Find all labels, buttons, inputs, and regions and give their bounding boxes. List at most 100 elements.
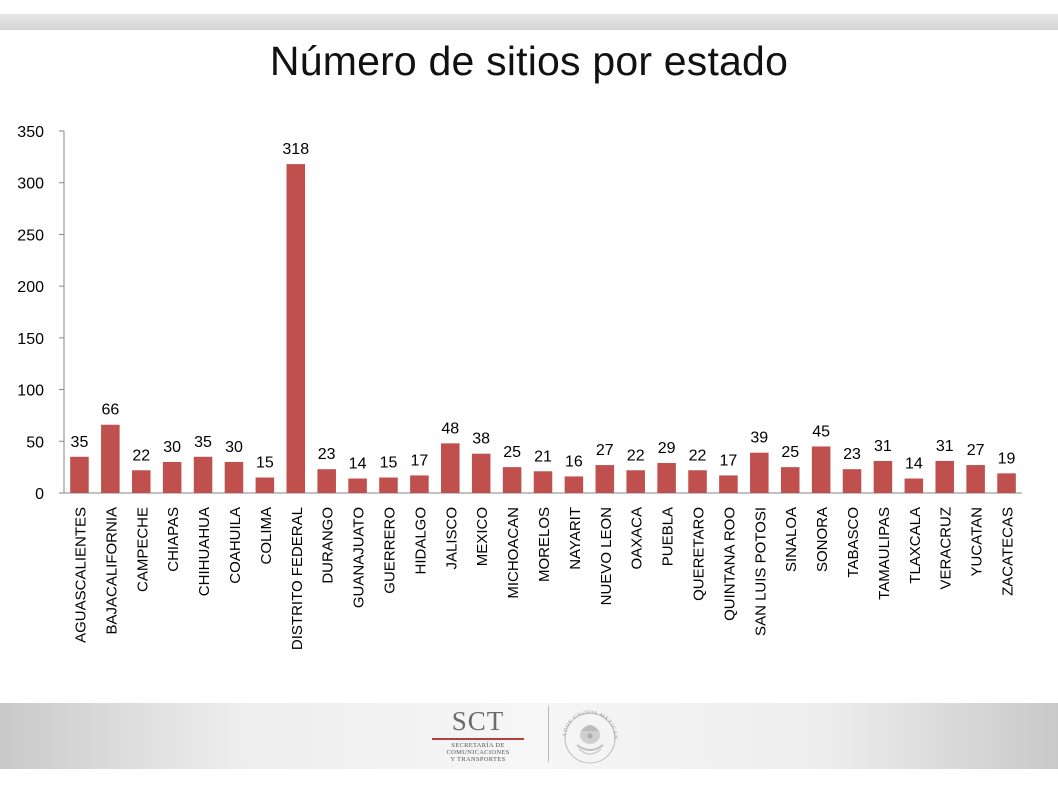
x-category-label: CHIAPAS: [165, 507, 182, 572]
x-category-label: SAN LUIS POTOSI: [752, 507, 769, 636]
bar-value-label: 22: [689, 447, 707, 464]
bar: [286, 164, 306, 493]
bar-value-label: 318: [282, 141, 309, 158]
y-tick-label: 250: [17, 227, 44, 244]
bar-value-label: 16: [565, 453, 583, 470]
x-category-label: NUEVO LEON: [598, 507, 615, 605]
x-category-label: DISTRITO FEDERAL: [289, 507, 306, 650]
top-accent-bar: [0, 14, 1058, 30]
bar: [193, 456, 213, 493]
bar-value-label: 31: [874, 438, 892, 455]
x-category-label: GUANAJUATO: [351, 507, 368, 608]
bar-value-label: 22: [627, 447, 645, 464]
bar-value-label: 14: [905, 456, 923, 473]
bar: [162, 461, 182, 493]
sct-logo-line-3: Y TRANSPORTES: [450, 756, 506, 763]
bar: [224, 461, 244, 493]
sct-logo-rule: [432, 738, 524, 740]
bar: [317, 469, 336, 493]
bar: [750, 452, 769, 493]
bar-value-label: 45: [812, 423, 830, 440]
bar: [966, 465, 985, 493]
bar: [935, 460, 955, 493]
bar: [842, 469, 862, 493]
bar: [348, 478, 367, 493]
bar-value-label: 30: [225, 439, 243, 456]
bar-value-label: 17: [720, 452, 738, 469]
bar: [131, 470, 151, 493]
x-category-label: QUERETARO: [691, 507, 708, 601]
y-tick-label: 150: [17, 331, 44, 348]
x-category-label: DURANGO: [320, 507, 337, 584]
bar: [502, 467, 522, 493]
x-category-label: MORELOS: [536, 507, 553, 582]
y-tick-label: 50: [26, 434, 44, 451]
slide-title: Número de sitios por estado: [269, 38, 789, 84]
bar-value-label: 14: [349, 456, 367, 473]
bar-chart: 0 50 100 150 200 250 300 350 35 AGUASCALIENTES 66 B…: [17, 124, 1022, 650]
bar: [873, 460, 893, 493]
x-category-label: CAMPECHE: [134, 507, 151, 592]
footer-band: [0, 703, 1058, 769]
x-category-label: SONORA: [814, 507, 831, 572]
bar: [688, 470, 707, 493]
bar-value-label: 19: [998, 450, 1016, 467]
bar: [904, 478, 924, 493]
bar: [533, 471, 553, 493]
sct-logo-line-2: COMUNICACIONES: [446, 749, 510, 756]
bar: [255, 477, 275, 493]
x-category-label: COLIMA: [258, 507, 275, 565]
bar: [564, 476, 584, 493]
x-category-label: NAYARIT: [567, 507, 584, 570]
y-tick-label: 300: [17, 176, 44, 193]
bar-value-label: 23: [843, 446, 861, 463]
bar: [471, 453, 491, 493]
bar: [441, 443, 460, 493]
y-tick-label: 100: [17, 383, 44, 400]
sct-logo-name: SCT: [451, 706, 505, 736]
x-category-label: CHIHUAHUA: [196, 507, 213, 596]
sct-logo: SCT SECRETARÍA DE COMUNICACIONES Y TRANS…: [418, 706, 538, 770]
national-seal-icon: ESTADOS UNIDOS MEXICANOS: [557, 705, 617, 764]
bar: [657, 463, 676, 493]
bar: [997, 473, 1016, 493]
x-category-label: OAXACA: [629, 507, 646, 570]
footer-divider: [548, 706, 549, 762]
y-tick-label: 350: [17, 124, 44, 141]
x-category-label: TLAXCALA: [907, 507, 924, 584]
bar: [70, 456, 89, 493]
bar-value-label: 25: [503, 444, 521, 461]
x-category-label: MICHOACAN: [505, 507, 522, 599]
x-category-label: VERACRUZ: [938, 507, 955, 590]
bar-value-label: 25: [781, 444, 799, 461]
bar: [379, 477, 398, 493]
x-category-label: BAJACALIFORNIA: [103, 507, 120, 635]
bar-value-label: 48: [441, 420, 459, 437]
bar-value-label: 66: [101, 402, 119, 419]
sct-logo-line-1: SECRETARÍA DE: [451, 742, 505, 749]
bar-value-label: 35: [71, 434, 89, 451]
bar-value-label: 27: [596, 442, 614, 459]
bar-value-label: 35: [194, 434, 212, 451]
x-category-label: PUEBLA: [660, 507, 677, 566]
x-category-label: GUERRERO: [381, 507, 398, 594]
x-category-label: TAMAULIPAS: [876, 507, 893, 600]
x-category-label: TABASCO: [845, 507, 862, 578]
bar-value-label: 15: [256, 454, 274, 471]
x-category-label: AGUASCALIENTES: [72, 507, 89, 643]
x-category-label: SINALOA: [783, 507, 800, 572]
bar: [719, 475, 738, 493]
bar: [811, 446, 831, 493]
bar-value-label: 21: [534, 448, 552, 465]
bar-value-label: 23: [318, 446, 336, 463]
bar-value-label: 29: [658, 440, 676, 457]
bar: [626, 470, 645, 493]
bar-value-label: 38: [472, 431, 490, 448]
x-category-label: MEXICO: [474, 507, 491, 566]
x-category-label: JALISCO: [443, 507, 460, 570]
y-tick-label: 200: [17, 279, 44, 296]
x-category-label: HIDALGO: [412, 507, 429, 575]
y-tick-label: 0: [35, 486, 44, 503]
bar: [595, 465, 615, 493]
x-category-label: QUINTANA ROO: [721, 507, 738, 621]
